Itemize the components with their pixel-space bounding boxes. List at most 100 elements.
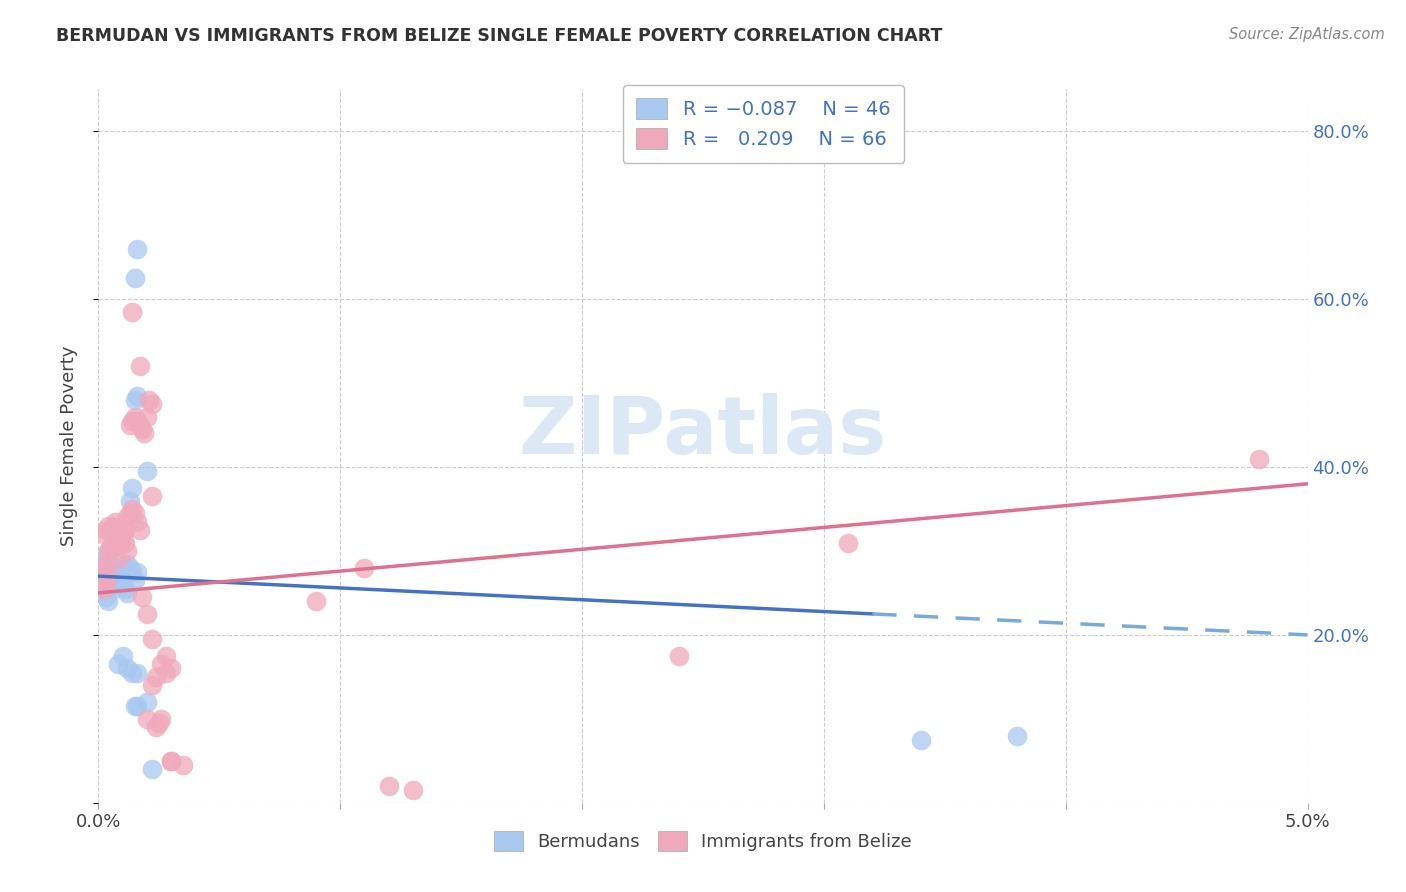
Point [97, 544, 120, 558]
Point [107, 657, 129, 672]
Point [121, 565, 143, 579]
Point [127, 699, 149, 714]
Point [100, 523, 122, 537]
Point [108, 574, 131, 588]
Point [91, 557, 114, 571]
Point [108, 527, 131, 541]
Point [837, 535, 859, 549]
Point [128, 523, 150, 537]
Point [124, 271, 146, 285]
Point [118, 560, 141, 574]
Point [100, 557, 122, 571]
Point [91, 560, 114, 574]
Point [97, 544, 120, 558]
Point [91, 582, 114, 596]
Point [101, 535, 124, 549]
Point [135, 607, 157, 621]
Point [353, 560, 375, 574]
Point [910, 732, 932, 747]
Point [128, 417, 150, 432]
Y-axis label: Single Female Poverty: Single Female Poverty [59, 346, 77, 546]
Point [94, 569, 117, 583]
Point [1249, 451, 1271, 466]
Point [141, 762, 163, 776]
Point [104, 577, 127, 591]
Point [1007, 729, 1029, 743]
Point [127, 389, 149, 403]
Point [172, 758, 194, 772]
Point [117, 557, 139, 571]
Point [111, 532, 134, 546]
Point [104, 515, 127, 529]
Point [104, 560, 127, 574]
Point [97, 594, 120, 608]
Point [101, 565, 124, 579]
Point [145, 670, 167, 684]
Point [101, 582, 124, 596]
Point [91, 527, 114, 541]
Point [305, 594, 328, 608]
Point [121, 665, 143, 680]
Point [135, 712, 157, 726]
Point [111, 527, 134, 541]
Point [145, 720, 167, 734]
Point [111, 565, 134, 579]
Point [121, 414, 143, 428]
Point [121, 481, 143, 495]
Point [155, 665, 177, 680]
Point [131, 590, 153, 604]
Point [160, 754, 183, 768]
Point [377, 779, 399, 793]
Point [118, 506, 141, 520]
Point [104, 540, 127, 554]
Point [94, 577, 117, 591]
Point [117, 661, 139, 675]
Point [117, 586, 139, 600]
Point [135, 409, 157, 424]
Point [107, 552, 129, 566]
Point [124, 506, 146, 520]
Point [141, 632, 163, 646]
Text: BERMUDAN VS IMMIGRANTS FROM BELIZE SINGLE FEMALE POVERTY CORRELATION CHART: BERMUDAN VS IMMIGRANTS FROM BELIZE SINGL… [56, 27, 942, 45]
Point [124, 409, 146, 424]
Point [141, 397, 163, 411]
Point [127, 515, 149, 529]
Point [124, 574, 146, 588]
Point [127, 414, 149, 428]
Point [91, 565, 114, 579]
Point [94, 557, 117, 571]
Point [108, 535, 131, 549]
Point [97, 518, 120, 533]
Legend: Bermudans, Immigrants from Belize: Bermudans, Immigrants from Belize [486, 823, 920, 858]
Point [135, 695, 157, 709]
Point [141, 678, 163, 692]
Point [402, 783, 425, 797]
Point [100, 540, 122, 554]
Point [135, 464, 157, 478]
Point [101, 518, 124, 533]
Point [108, 565, 131, 579]
Point [117, 510, 139, 524]
Point [131, 422, 153, 436]
Point [118, 493, 141, 508]
Point [111, 577, 134, 591]
Point [94, 590, 117, 604]
Point [107, 574, 129, 588]
Point [160, 754, 183, 768]
Point [114, 582, 136, 596]
Point [100, 577, 122, 591]
Point [111, 648, 134, 663]
Point [127, 565, 149, 579]
Point [160, 661, 183, 675]
Point [124, 392, 146, 407]
Point [121, 304, 143, 318]
Point [127, 242, 149, 256]
Point [150, 712, 173, 726]
Point [121, 502, 143, 516]
Point [94, 523, 117, 537]
Point [155, 648, 177, 663]
Point [138, 392, 160, 407]
Point [127, 665, 149, 680]
Point [128, 359, 150, 374]
Point [114, 560, 136, 574]
